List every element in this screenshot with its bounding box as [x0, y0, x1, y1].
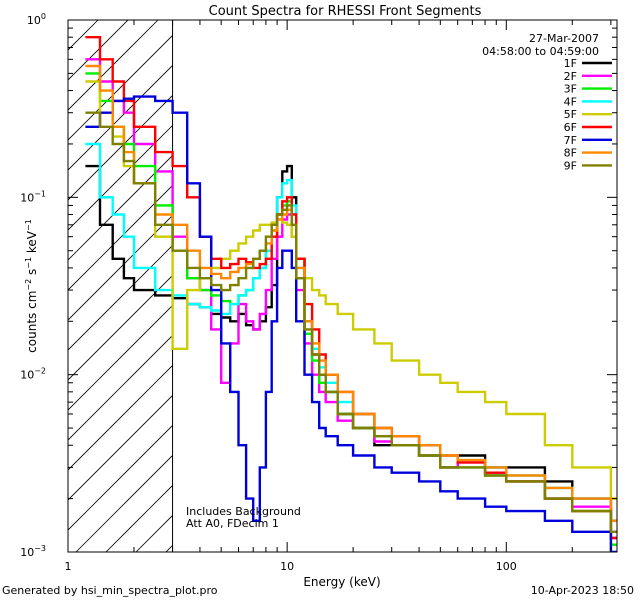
- y-tick-label: 10−2: [20, 367, 46, 382]
- legend-label-1f: 1F: [564, 57, 577, 70]
- hatch-line: [68, 244, 173, 351]
- hatch-line: [68, 94, 173, 201]
- annotation-background: Includes Background: [186, 505, 301, 518]
- chart-title: Count Spectra for RHESSI Front Segments: [209, 4, 482, 19]
- hatch-line: [68, 214, 173, 321]
- series-line-9f: [85, 111, 617, 533]
- hatch-line: [68, 364, 173, 471]
- series-line-1f: [85, 164, 617, 522]
- x-tick-label: 1: [65, 560, 72, 573]
- legend-label-9f: 9F: [564, 159, 577, 172]
- y-tick-label: 100: [27, 12, 46, 27]
- hatch-line: [75, 454, 173, 552]
- legend-label-8f: 8F: [564, 147, 577, 160]
- observation-date: 27-Mar-2007: [529, 32, 599, 45]
- y-tick-label: 10−1: [20, 189, 46, 204]
- generated-by-text: Generated by hsi_min_spectra_plot.pro: [2, 584, 218, 597]
- x-axis-ticks: 1 10 100: [65, 20, 612, 573]
- hatch-line: [68, 394, 173, 501]
- y-tick-label: 10−3: [20, 544, 46, 559]
- hatch-line: [105, 484, 173, 552]
- legend-label-7f: 7F: [564, 134, 577, 147]
- hatch-line: [68, 274, 173, 381]
- plot-frame: [67, 19, 618, 553]
- y-axis-label: counts cm−2 s−1 keV−1: [24, 219, 39, 353]
- series-line-4f: [85, 142, 617, 533]
- legend-label-3f: 3F: [564, 83, 577, 96]
- series-line-5f: [85, 80, 617, 500]
- hatch-line: [68, 20, 99, 51]
- hatch-line: [68, 424, 173, 531]
- series-line-2f: [85, 58, 617, 540]
- series-lines: [85, 36, 617, 552]
- generated-timestamp: 10-Apr-2023 18:50: [530, 584, 634, 597]
- hatch-line: [68, 184, 173, 291]
- hatch-line: [68, 20, 69, 21]
- legend-label-5f: 5F: [564, 108, 577, 121]
- series-line-8f: [85, 64, 617, 522]
- x-axis-label: Energy (keV): [303, 575, 380, 589]
- x-tick-label: 100: [496, 560, 517, 573]
- y-axis-ticks: 100 10−1 10−2 10−3: [20, 12, 617, 559]
- annotation-attenuator: Att A0, FDecim 1: [186, 517, 279, 530]
- series-line-7f: [85, 95, 617, 552]
- legend-label-2f: 2F: [564, 70, 577, 83]
- hatch-line: [68, 64, 173, 171]
- legend-label-4f: 4F: [564, 95, 577, 108]
- legend-label-6f: 6F: [564, 121, 577, 134]
- time-range: 04:58:00 to 04:59:00: [482, 45, 599, 58]
- hatch-line: [68, 20, 159, 111]
- series-line-3f: [85, 72, 617, 546]
- x-tick-label: 10: [280, 560, 294, 573]
